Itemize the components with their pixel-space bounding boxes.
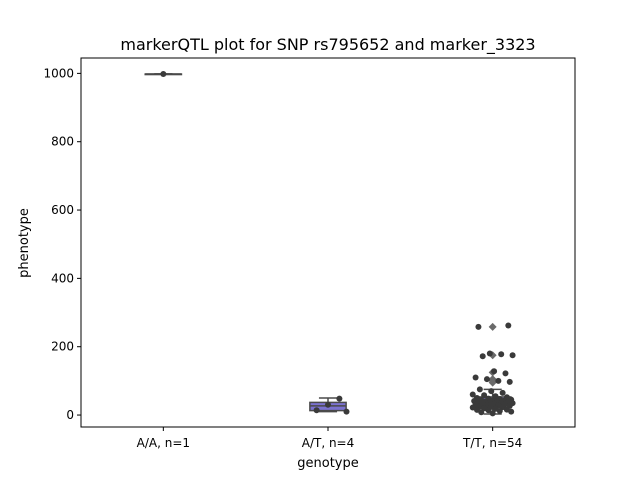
data-point [496, 407, 503, 414]
x-tick-label: A/T, n=4 [302, 436, 355, 450]
x-tick-label: T/T, n=54 [462, 436, 522, 450]
x-axis-label: genotype [297, 456, 358, 471]
data-point [325, 401, 331, 408]
data-point [479, 353, 486, 360]
data-point [343, 408, 350, 415]
box-outlier [488, 378, 497, 387]
data-point [336, 395, 343, 402]
plot-area [80, 57, 576, 428]
chart-title: markerQTL plot for SNP rs795652 and mark… [120, 35, 535, 55]
data-point [499, 389, 506, 396]
data-point [475, 323, 482, 330]
y-axis: 0 200 400 600 800 1000 [43, 66, 81, 422]
data-point [506, 378, 513, 385]
data-point [483, 376, 490, 383]
data-point [505, 322, 512, 329]
y-tick-label: 400 [51, 271, 74, 285]
data-point [508, 408, 515, 415]
y-tick-label: 600 [51, 203, 74, 217]
data-point [486, 350, 493, 357]
y-tick-label: 1000 [43, 66, 74, 80]
data-point [498, 351, 505, 358]
box-outlier [488, 322, 497, 331]
data-point [472, 374, 479, 381]
y-tick-label: 800 [51, 135, 74, 149]
data-point [160, 71, 167, 78]
y-tick-label: 200 [51, 340, 74, 354]
data-point [469, 391, 476, 398]
x-tick-label: A/A, n=1 [137, 436, 190, 450]
data-point [478, 409, 485, 416]
data-point [481, 392, 488, 399]
data-point [489, 410, 496, 417]
y-tick-label: 0 [66, 408, 74, 422]
data-point [488, 388, 495, 395]
point-series [160, 71, 516, 417]
data-point [313, 407, 320, 414]
data-point [502, 370, 509, 377]
data-point [491, 368, 498, 375]
box-series [144, 73, 512, 415]
data-point [485, 407, 492, 414]
data-point [495, 377, 502, 384]
data-point [509, 352, 516, 359]
x-axis: A/A, n=1 A/T, n=4 T/T, n=54 [137, 427, 522, 450]
y-axis-label: phenotype [17, 208, 32, 278]
data-point [476, 386, 483, 393]
